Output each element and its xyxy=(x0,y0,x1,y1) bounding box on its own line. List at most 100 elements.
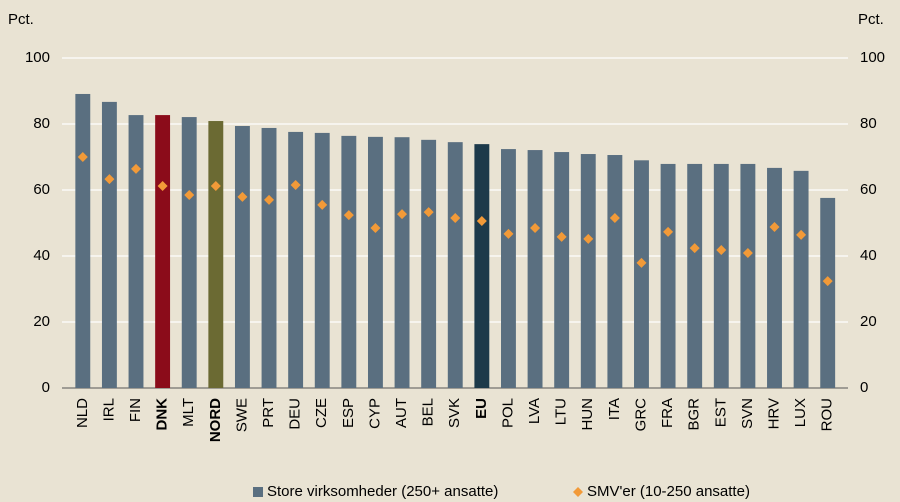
x-tick-label: DNK xyxy=(154,398,171,431)
bar xyxy=(447,142,463,388)
bar xyxy=(394,137,410,388)
x-tick-label: LTU xyxy=(553,398,570,425)
bar xyxy=(767,167,782,388)
bar xyxy=(314,132,330,388)
marker xyxy=(237,191,248,202)
marker xyxy=(77,152,88,162)
marker xyxy=(184,189,195,200)
bar xyxy=(501,149,516,388)
x-tick-label: HUN xyxy=(579,398,596,431)
x-tick-label: BEL xyxy=(420,398,437,426)
y2-tick-label: 20 xyxy=(860,313,877,330)
marker xyxy=(343,210,354,221)
x-tick-label: POL xyxy=(499,398,516,428)
y2-axis-label: Pct. xyxy=(858,11,884,28)
bar xyxy=(660,163,676,388)
y2-tick-label: 100 xyxy=(860,49,885,66)
y-axis-label: Pct. xyxy=(8,11,34,28)
y-tick-label: 0 xyxy=(42,379,50,396)
bar xyxy=(367,136,383,388)
x-tick-label: HRV xyxy=(765,398,782,429)
x-tick-label: MLT xyxy=(180,398,197,427)
x-tick-label: EST xyxy=(712,398,729,427)
legend-swatch xyxy=(253,487,263,497)
legend-swatch xyxy=(573,487,583,497)
marker xyxy=(104,174,115,185)
marker xyxy=(636,257,647,268)
x-tick-label: EU xyxy=(473,398,490,419)
marker xyxy=(450,213,461,224)
x-tick-label: GRC xyxy=(632,398,649,432)
y-tick-label: 100 xyxy=(25,49,50,66)
y2-tick-label: 0 xyxy=(860,379,868,396)
x-tick-label: FIN xyxy=(127,398,144,422)
x-tick-label: DEU xyxy=(287,398,304,430)
x-tick-label: SVN xyxy=(739,398,756,429)
x-tick-label: NLD xyxy=(74,398,91,428)
bar xyxy=(554,152,570,388)
legend-label: SMV'er (10-250 ansatte) xyxy=(587,483,750,500)
legend-label: Store virksomheder (250+ ansatte) xyxy=(267,483,498,500)
marker xyxy=(290,180,301,191)
y-tick-label: 40 xyxy=(33,247,50,264)
bar xyxy=(634,160,649,388)
marker xyxy=(476,216,487,227)
bar xyxy=(421,139,437,388)
bar xyxy=(155,115,171,388)
marker xyxy=(822,276,833,287)
bar xyxy=(181,117,197,388)
marker xyxy=(583,233,594,244)
y-tick-label: 20 xyxy=(33,313,50,330)
marker xyxy=(663,226,674,237)
x-tick-label: ITA xyxy=(606,398,623,420)
x-tick-label: IRL xyxy=(100,398,117,421)
y2-tick-label: 40 xyxy=(860,247,877,264)
bar xyxy=(793,170,809,388)
y-tick-label: 80 xyxy=(33,115,50,132)
x-tick-label: ESP xyxy=(340,398,357,428)
marker xyxy=(131,163,142,174)
y-tick-label: 60 xyxy=(33,181,50,198)
bar xyxy=(713,163,729,388)
marker xyxy=(157,181,168,192)
bar xyxy=(234,125,250,388)
marker xyxy=(689,243,700,254)
marker xyxy=(264,194,275,205)
x-tick-label: LUX xyxy=(792,398,809,427)
bar xyxy=(261,127,277,389)
marker xyxy=(769,221,780,232)
marker xyxy=(742,248,753,259)
bar xyxy=(607,155,623,388)
x-tick-label: PRT xyxy=(260,398,277,428)
bar xyxy=(288,131,304,389)
bar xyxy=(474,144,490,388)
x-tick-label: FRA xyxy=(659,398,676,428)
x-tick-label: NORD xyxy=(207,398,224,442)
marker xyxy=(397,209,408,220)
y2-tick-label: 60 xyxy=(860,181,877,198)
y2-tick-label: 80 xyxy=(860,115,877,132)
bar xyxy=(101,101,117,388)
bar xyxy=(341,135,357,388)
bar xyxy=(820,197,836,388)
x-tick-label: SWE xyxy=(233,398,250,432)
marker xyxy=(503,228,514,239)
x-tick-label: CYP xyxy=(366,398,383,429)
marker xyxy=(423,207,434,218)
bar xyxy=(208,121,224,388)
bar xyxy=(128,115,144,388)
x-tick-label: LVA xyxy=(526,398,543,424)
bar xyxy=(580,154,596,388)
x-tick-label: SVK xyxy=(446,398,463,428)
marker xyxy=(556,231,567,242)
marker xyxy=(317,199,328,210)
x-tick-label: ROU xyxy=(819,398,836,431)
marker xyxy=(210,181,221,192)
bar xyxy=(687,163,703,388)
marker xyxy=(716,245,727,256)
bar xyxy=(740,163,756,388)
bar xyxy=(75,93,91,388)
x-tick-label: CZE xyxy=(313,398,330,428)
marker xyxy=(370,222,381,233)
